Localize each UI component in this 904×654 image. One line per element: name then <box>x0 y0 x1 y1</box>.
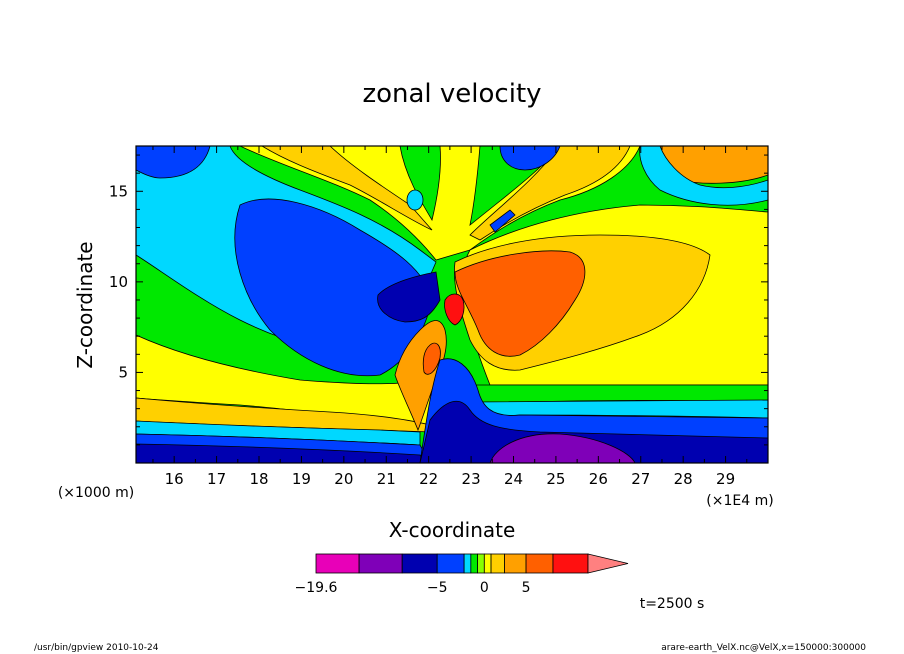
y-tick-label: 5 <box>118 363 128 381</box>
x-tick-label: 25 <box>546 470 565 488</box>
contour-topleft-blue <box>136 146 211 179</box>
x-ticks <box>152 146 769 463</box>
contour-small-blue-streak <box>489 209 516 233</box>
x-axis-label: X-coordinate <box>389 518 516 542</box>
footer-left: /usr/bin/gpview 2010-10-24 <box>34 643 159 653</box>
x-tick-label: 28 <box>674 470 693 488</box>
x-unit-label: (×1E4 m) <box>706 493 773 509</box>
time-label: t=2500 s <box>640 596 705 612</box>
colorbar-segment <box>525 553 554 574</box>
x-tick-label: 18 <box>249 470 268 488</box>
colorbar-segment <box>504 553 527 574</box>
colorbar-segment <box>463 553 472 574</box>
contour-upper-right-cyan <box>639 146 768 206</box>
x-tick-label: 27 <box>631 470 650 488</box>
y-tick-label: 15 <box>109 182 128 200</box>
contour-bottom-purple <box>489 433 636 463</box>
contour-central-red-lower <box>422 342 441 375</box>
contour-top-orange <box>261 146 433 231</box>
contour-small-cyan-blob <box>406 189 424 211</box>
colorbar-label: 5 <box>522 580 531 596</box>
colorbar-labels: −19.6 −5 0 5 <box>295 580 531 596</box>
y-tick-label: 10 <box>109 273 128 291</box>
contour-darkblue-core <box>377 271 441 323</box>
contour-right-orangered <box>454 250 586 357</box>
colorbar-segment <box>490 553 505 574</box>
contour-top-green-lobe <box>399 146 441 222</box>
x-tick-label: 22 <box>419 470 438 488</box>
x-tick-label: 26 <box>589 470 608 488</box>
colorbar-label: −19.6 <box>295 580 338 596</box>
contour-upper-right-blue <box>499 146 561 171</box>
x-tick-label: 23 <box>462 470 481 488</box>
y-ticks <box>136 154 768 446</box>
x-tick-label: 29 <box>716 470 735 488</box>
contour-red-core <box>444 293 465 326</box>
x-tick-label: 21 <box>377 470 396 488</box>
x-tick-label: 17 <box>207 470 226 488</box>
colorbar <box>315 553 629 574</box>
colorbar-segment <box>477 553 485 574</box>
colorbar-extension <box>587 553 629 574</box>
y-axis-label: Z-coordinate <box>73 241 97 368</box>
x-tick-labels: 16 17 18 19 20 21 22 23 24 25 26 27 28 29 <box>165 470 736 488</box>
colorbar-label: −5 <box>427 580 448 596</box>
x-tick-label: 19 <box>292 470 311 488</box>
contour-bottom-darkblue <box>136 443 426 463</box>
x-tick-label: 16 <box>165 470 184 488</box>
colorbar-segment <box>436 553 465 574</box>
colorbar-segment <box>483 553 492 574</box>
footer-right: arare-earth_VelX.nc@VelX,x=150000:300000 <box>661 643 866 653</box>
colorbar-segment <box>358 553 403 574</box>
x-tick-label: 20 <box>334 470 353 488</box>
colorbar-segment <box>315 553 360 574</box>
colorbar-segment <box>552 553 589 574</box>
plot-frame <box>135 145 769 464</box>
chart-title: zonal velocity <box>362 79 541 109</box>
contour-field <box>136 146 768 463</box>
colorbar-segment <box>470 553 478 574</box>
x-tick-label: 24 <box>504 470 523 488</box>
colorbar-segment <box>401 553 438 574</box>
y-tick-labels: 5 10 15 <box>109 182 128 381</box>
y-unit-label: (×1000 m) <box>58 485 134 501</box>
colorbar-label: 0 <box>480 580 489 596</box>
